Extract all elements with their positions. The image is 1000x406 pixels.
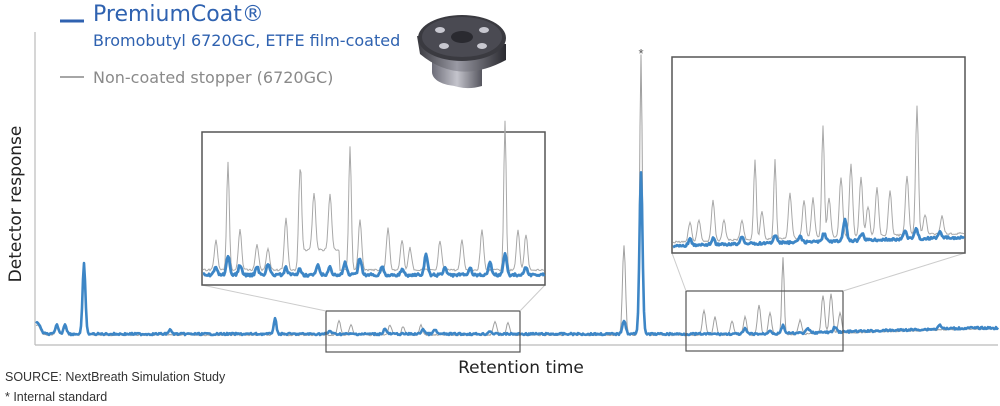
zoom-connector bbox=[842, 252, 966, 292]
highlight-box-right bbox=[685, 290, 844, 352]
uncoated-inset-trace bbox=[672, 105, 965, 244]
footnote: * Internal standard bbox=[5, 390, 107, 404]
zoom-connector bbox=[201, 284, 327, 312]
source-note: SOURCE: NextBreath Simulation Study bbox=[5, 370, 226, 384]
legend-coated-name: PremiumCoat® bbox=[93, 2, 264, 27]
zoom-connector bbox=[671, 252, 687, 292]
coated-inset-trace bbox=[672, 217, 965, 249]
coated-inset-trace bbox=[202, 252, 546, 278]
legend-coated-subtitle: Bromobutyl 6720GC, ETFE film-coated bbox=[93, 31, 400, 50]
zoom-inset-right bbox=[671, 56, 966, 254]
zoom-inset-left bbox=[201, 131, 546, 286]
y-axis-label: Detector response bbox=[6, 126, 26, 283]
zoom-connector bbox=[519, 284, 546, 312]
legend-uncoated-name: Non-coated stopper (6720GC) bbox=[93, 68, 333, 87]
internal-standard-marker: * bbox=[638, 46, 643, 61]
coated-main-trace bbox=[35, 171, 1000, 337]
rubber-stopper-icon bbox=[417, 15, 506, 89]
x-axis-label: Retention time bbox=[458, 358, 584, 378]
highlight-box-left bbox=[325, 310, 521, 353]
